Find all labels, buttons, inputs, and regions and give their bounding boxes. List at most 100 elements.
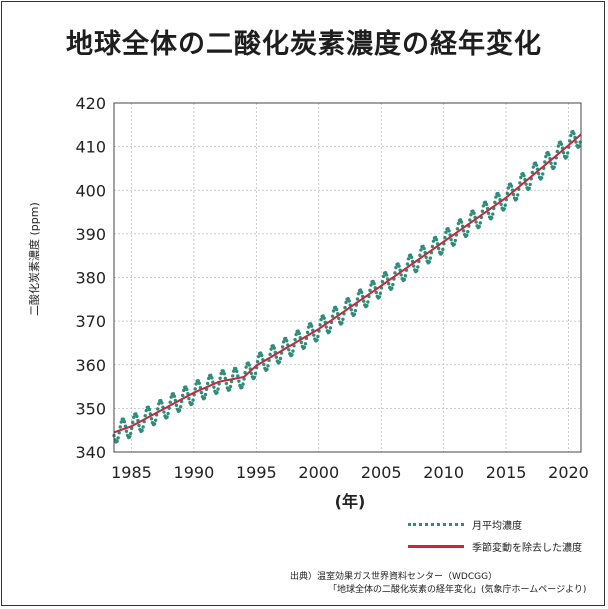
monthly-point bbox=[118, 425, 122, 429]
monthly-point bbox=[116, 436, 120, 440]
monthly-point bbox=[559, 142, 564, 146]
monthly-point bbox=[331, 309, 336, 313]
monthly-point bbox=[569, 133, 573, 138]
monthly-point bbox=[290, 352, 294, 357]
monthly-point bbox=[369, 283, 373, 287]
monthly-point bbox=[409, 255, 414, 260]
monthly-point bbox=[243, 370, 247, 375]
monthly-point bbox=[199, 390, 204, 395]
x-tick-label: 2000 bbox=[298, 463, 339, 482]
monthly-point bbox=[240, 385, 244, 389]
monthly-point bbox=[516, 193, 520, 197]
monthly-point bbox=[285, 339, 289, 343]
monthly-point bbox=[322, 316, 326, 320]
monthly-point bbox=[227, 387, 232, 392]
monthly-point bbox=[349, 308, 353, 312]
monthly-point bbox=[419, 248, 423, 252]
x-tick-label: 2020 bbox=[548, 463, 589, 482]
monthly-point bbox=[447, 229, 451, 233]
monthly-point bbox=[355, 297, 360, 301]
monthly-point bbox=[255, 359, 260, 364]
monthly-point bbox=[468, 218, 472, 222]
monthly-point bbox=[378, 291, 383, 296]
monthly-point bbox=[416, 265, 420, 269]
monthly-point bbox=[556, 144, 561, 148]
monthly-point bbox=[509, 184, 514, 188]
x-tick-label: 1990 bbox=[174, 463, 215, 482]
monthly-point bbox=[215, 390, 219, 395]
monthly-point bbox=[561, 151, 566, 155]
monthly-point bbox=[534, 163, 539, 167]
monthly-point bbox=[484, 202, 489, 207]
monthly-point bbox=[380, 279, 385, 284]
monthly-point bbox=[374, 290, 378, 295]
monthly-point bbox=[268, 352, 272, 357]
monthly-point bbox=[147, 407, 152, 412]
monthly-point bbox=[236, 374, 240, 378]
monthly-point bbox=[362, 299, 366, 303]
monthly-point bbox=[347, 299, 351, 303]
monthly-point bbox=[247, 363, 251, 367]
monthly-point bbox=[224, 381, 229, 386]
monthly-point bbox=[459, 220, 464, 224]
monthly-point bbox=[568, 139, 572, 143]
monthly-point bbox=[431, 239, 436, 243]
monthly-point bbox=[497, 193, 501, 198]
monthly-point bbox=[277, 360, 282, 364]
monthly-point bbox=[531, 165, 536, 169]
monthly-point bbox=[119, 420, 123, 424]
monthly-point bbox=[287, 348, 291, 352]
monthly-point bbox=[256, 354, 261, 359]
monthly-point bbox=[465, 233, 469, 238]
monthly-point bbox=[547, 153, 551, 157]
legend-swatch-deseasonalized bbox=[408, 544, 464, 548]
monthly-point bbox=[266, 364, 270, 368]
monthly-point bbox=[185, 387, 189, 392]
monthly-point bbox=[168, 400, 172, 404]
monthly-point bbox=[131, 420, 135, 425]
monthly-point bbox=[340, 321, 344, 325]
monthly-point bbox=[481, 204, 486, 208]
monthly-point bbox=[390, 286, 394, 290]
monthly-point bbox=[536, 171, 541, 176]
monthly-point bbox=[306, 325, 311, 329]
monthly-point bbox=[244, 365, 248, 369]
monthly-point bbox=[565, 151, 570, 155]
monthly-point bbox=[330, 314, 335, 318]
monthly-point bbox=[394, 265, 398, 270]
monthly-point bbox=[144, 408, 148, 413]
monthly-point bbox=[218, 376, 222, 380]
monthly-point bbox=[341, 317, 345, 321]
legend-item-monthly: 月平均濃度 bbox=[408, 513, 598, 535]
monthly-point bbox=[122, 420, 127, 424]
x-axis-label: (年) bbox=[334, 492, 366, 511]
x-tick-label: 1995 bbox=[236, 463, 277, 482]
monthly-point bbox=[539, 176, 544, 180]
monthly-point bbox=[177, 408, 182, 413]
monthly-point bbox=[212, 385, 216, 389]
monthly-point bbox=[274, 355, 279, 359]
monthly-point bbox=[411, 264, 416, 268]
monthly-point bbox=[466, 230, 470, 234]
monthly-point bbox=[491, 212, 495, 216]
monthly-point bbox=[377, 295, 382, 299]
monthly-point bbox=[422, 246, 426, 251]
monthly-point bbox=[444, 230, 448, 235]
monthly-point bbox=[169, 395, 173, 399]
monthly-point bbox=[166, 411, 170, 416]
monthly-point bbox=[490, 216, 494, 220]
monthly-point bbox=[194, 382, 198, 386]
monthly-point bbox=[278, 356, 283, 361]
monthly-point bbox=[365, 303, 369, 308]
monthly-point bbox=[222, 372, 226, 376]
monthly-point bbox=[312, 333, 316, 337]
monthly-point bbox=[115, 439, 119, 443]
monthly-point bbox=[381, 274, 386, 279]
monthly-point bbox=[305, 330, 310, 335]
monthly-point bbox=[511, 192, 516, 197]
monthly-point bbox=[260, 353, 264, 358]
monthly-point bbox=[143, 413, 147, 418]
x-tick-label: 1985 bbox=[111, 463, 152, 482]
x-tick-label: 2010 bbox=[423, 463, 464, 482]
